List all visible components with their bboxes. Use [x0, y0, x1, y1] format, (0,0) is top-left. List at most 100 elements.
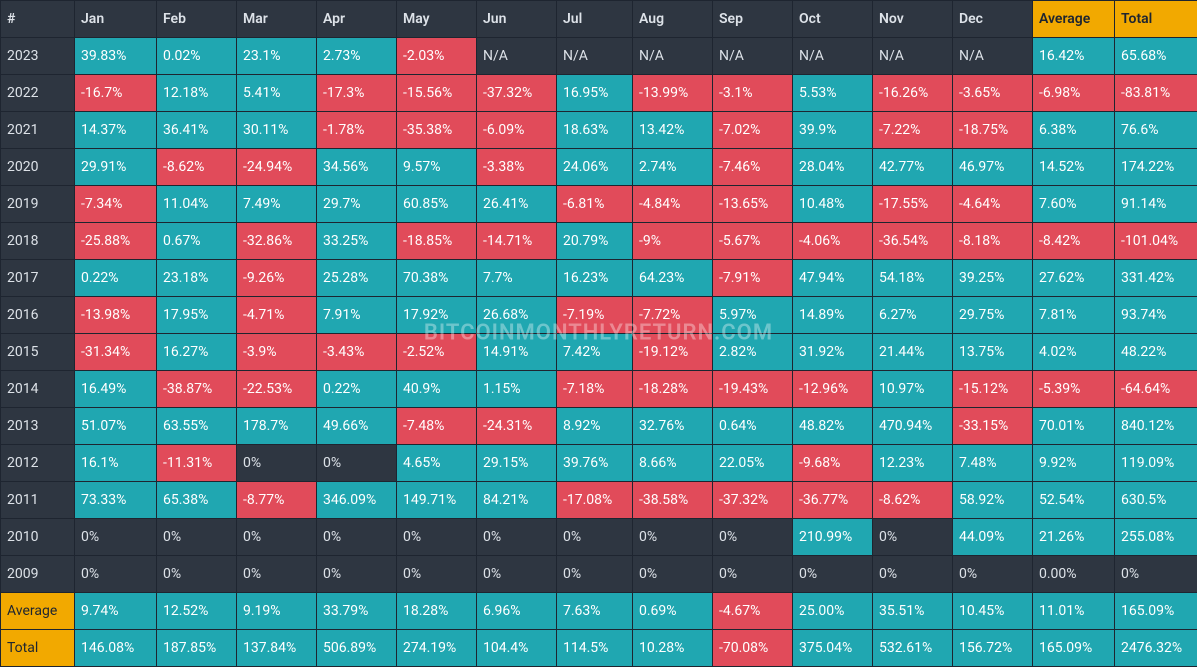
- data-cell: -13.65%: [713, 186, 793, 223]
- data-cell: -7.22%: [873, 112, 953, 149]
- data-cell: 65.68%: [1115, 38, 1197, 75]
- data-cell: 0%: [397, 556, 477, 593]
- data-cell: 2.73%: [317, 38, 397, 75]
- data-cell: 13.75%: [953, 334, 1033, 371]
- data-cell: 0%: [237, 556, 317, 593]
- data-cell: 7.48%: [953, 445, 1033, 482]
- column-header: Apr: [317, 1, 397, 38]
- data-cell: -2.03%: [397, 38, 477, 75]
- data-cell: 17.92%: [397, 297, 477, 334]
- data-cell: 63.55%: [157, 408, 237, 445]
- table-row: Total146.08%187.85%137.84%506.89%274.19%…: [1, 630, 1197, 667]
- data-cell: -7.19%: [557, 297, 633, 334]
- data-cell: -15.56%: [397, 75, 477, 112]
- data-cell: 0%: [953, 556, 1033, 593]
- row-label: 2019: [1, 186, 75, 223]
- data-cell: 114.5%: [557, 630, 633, 667]
- column-header: Feb: [157, 1, 237, 38]
- data-cell: -24.31%: [477, 408, 557, 445]
- data-cell: -38.58%: [633, 482, 713, 519]
- data-cell: -38.87%: [157, 371, 237, 408]
- data-cell: -7.46%: [713, 149, 793, 186]
- column-header: Oct: [793, 1, 873, 38]
- data-cell: N/A: [633, 38, 713, 75]
- data-cell: -12.96%: [793, 371, 873, 408]
- data-cell: -13.99%: [633, 75, 713, 112]
- data-cell: -4.67%: [713, 593, 793, 630]
- data-cell: 10.97%: [873, 371, 953, 408]
- data-cell: 49.66%: [317, 408, 397, 445]
- column-header: Total: [1115, 1, 1197, 38]
- table-row: 201173.33%65.38%-8.77%346.09%149.71%84.2…: [1, 482, 1197, 519]
- data-cell: 1.15%: [477, 371, 557, 408]
- data-cell: 39.83%: [75, 38, 157, 75]
- data-cell: 346.09%: [317, 482, 397, 519]
- data-cell: 187.85%: [157, 630, 237, 667]
- data-cell: 0.67%: [157, 223, 237, 260]
- data-cell: 146.08%: [75, 630, 157, 667]
- data-cell: 27.62%: [1033, 260, 1115, 297]
- data-cell: -37.32%: [477, 75, 557, 112]
- data-cell: -18.85%: [397, 223, 477, 260]
- data-cell: 0%: [873, 519, 953, 556]
- data-cell: 32.76%: [633, 408, 713, 445]
- table-row: 202029.91%-8.62%-24.94%34.56%9.57%-3.38%…: [1, 149, 1197, 186]
- data-cell: 18.63%: [557, 112, 633, 149]
- data-cell: 10.28%: [633, 630, 713, 667]
- data-cell: -4.06%: [793, 223, 873, 260]
- data-cell: 0%: [1115, 556, 1197, 593]
- data-cell: 23.18%: [157, 260, 237, 297]
- data-cell: 156.72%: [953, 630, 1033, 667]
- data-cell: 9.57%: [397, 149, 477, 186]
- data-cell: 51.07%: [75, 408, 157, 445]
- table-row: 2015-31.34%16.27%-3.9%-3.43%-2.52%14.91%…: [1, 334, 1197, 371]
- data-cell: 12.23%: [873, 445, 953, 482]
- row-label: 2023: [1, 38, 75, 75]
- data-cell: -33.15%: [953, 408, 1033, 445]
- row-label: 2017: [1, 260, 75, 297]
- data-cell: 76.6%: [1115, 112, 1197, 149]
- data-cell: -16.7%: [75, 75, 157, 112]
- data-cell: -3.1%: [713, 75, 793, 112]
- data-cell: 331.42%: [1115, 260, 1197, 297]
- data-cell: -15.12%: [953, 371, 1033, 408]
- data-cell: 30.11%: [237, 112, 317, 149]
- data-cell: 2476.32%: [1115, 630, 1197, 667]
- data-cell: 0%: [477, 556, 557, 593]
- data-cell: 0%: [873, 556, 953, 593]
- table-row: 201351.07%63.55%178.7%49.66%-7.48%-24.31…: [1, 408, 1197, 445]
- data-cell: 8.66%: [633, 445, 713, 482]
- data-cell: 5.41%: [237, 75, 317, 112]
- data-cell: 5.53%: [793, 75, 873, 112]
- data-cell: -19.43%: [713, 371, 793, 408]
- data-cell: 274.19%: [397, 630, 477, 667]
- data-cell: 26.41%: [477, 186, 557, 223]
- data-cell: -17.3%: [317, 75, 397, 112]
- row-label: Average: [1, 593, 75, 630]
- data-cell: -9.68%: [793, 445, 873, 482]
- data-cell: 25.28%: [317, 260, 397, 297]
- data-cell: 16.42%: [1033, 38, 1115, 75]
- column-header: #: [1, 1, 75, 38]
- data-cell: -64.64%: [1115, 371, 1197, 408]
- data-cell: 0%: [633, 519, 713, 556]
- data-cell: 2.82%: [713, 334, 793, 371]
- data-cell: 8.92%: [557, 408, 633, 445]
- data-cell: 165.09%: [1115, 593, 1197, 630]
- data-cell: 174.22%: [1115, 149, 1197, 186]
- table-row: 2016-13.98%17.95%-4.71%7.91%17.92%26.68%…: [1, 297, 1197, 334]
- data-cell: -8.62%: [157, 149, 237, 186]
- data-cell: 0%: [317, 556, 397, 593]
- data-cell: -19.12%: [633, 334, 713, 371]
- data-cell: 54.18%: [873, 260, 953, 297]
- data-cell: 10.48%: [793, 186, 873, 223]
- data-cell: 73.33%: [75, 482, 157, 519]
- data-cell: 16.1%: [75, 445, 157, 482]
- row-label: 2021: [1, 112, 75, 149]
- data-cell: -17.55%: [873, 186, 953, 223]
- data-cell: 375.04%: [793, 630, 873, 667]
- data-cell: -8.42%: [1033, 223, 1115, 260]
- data-cell: -17.08%: [557, 482, 633, 519]
- data-cell: -7.02%: [713, 112, 793, 149]
- data-cell: 23.1%: [237, 38, 317, 75]
